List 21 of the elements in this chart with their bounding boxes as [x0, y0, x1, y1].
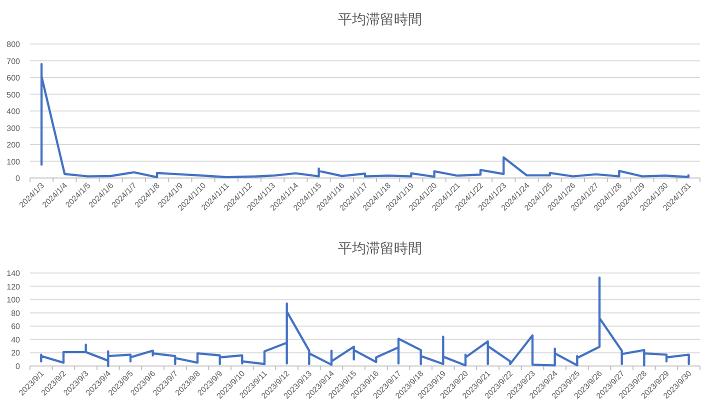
y-tick-label: 400	[6, 107, 21, 116]
y-tick-label: 200	[6, 140, 21, 150]
y-tick-label: 20	[11, 348, 21, 358]
y-tick-label: 0	[16, 174, 21, 183]
y-tick-label: 700	[6, 56, 21, 66]
y-tick-label: 100	[6, 157, 21, 166]
line-series	[40, 62, 690, 178]
y-tick-label: 60	[11, 322, 21, 332]
y-tick-label: 600	[6, 74, 21, 82]
line-series	[40, 276, 690, 368]
y-tick-label: 800	[6, 40, 21, 49]
chart-title: 平均滞留時間	[338, 240, 422, 256]
y-tick-label: 500	[6, 90, 21, 100]
y-tick-label: 300	[6, 124, 21, 133]
y-tick-label: 0	[16, 362, 21, 371]
y-tick-label: 120	[6, 282, 21, 292]
y-tick-label: 100	[6, 296, 21, 305]
chart-title: 平均滞留時間	[338, 11, 422, 27]
y-tick-label: 40	[11, 335, 21, 344]
y-tick-label: 80	[11, 308, 21, 318]
y-tick-label: 140	[6, 269, 21, 278]
